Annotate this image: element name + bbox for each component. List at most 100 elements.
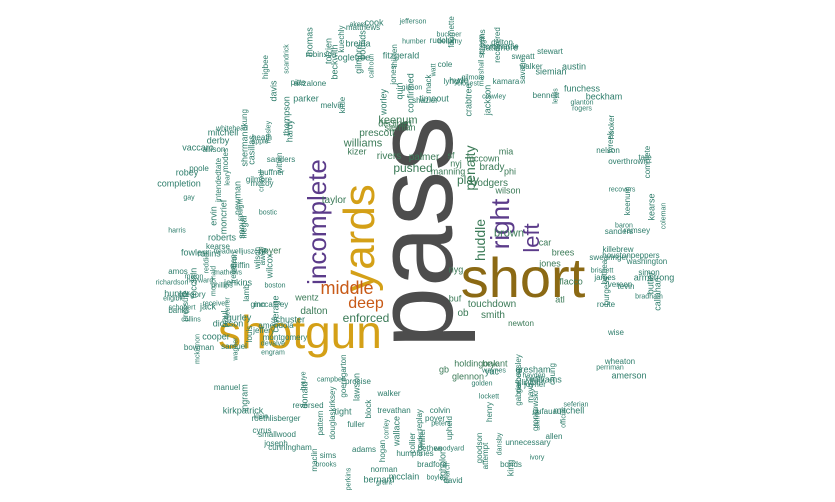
word-small: perriman bbox=[596, 364, 624, 372]
word-small: waynes bbox=[482, 367, 506, 375]
word-small: dickson bbox=[212, 318, 244, 329]
word-small: shazier bbox=[412, 96, 438, 105]
word-small: yac bbox=[484, 366, 500, 377]
word-small: norman bbox=[370, 465, 398, 474]
word-small: rudolph bbox=[429, 36, 457, 45]
word-kizer: kizer bbox=[347, 146, 367, 157]
word-sf: sf bbox=[447, 150, 455, 161]
word-small: sanders bbox=[604, 227, 634, 236]
word-incomplete: incomplete bbox=[302, 159, 332, 285]
word-small: block bbox=[364, 399, 373, 419]
word-small: bennett bbox=[532, 91, 560, 100]
word-small: mixon bbox=[184, 273, 204, 281]
word-small: stewart bbox=[537, 47, 563, 56]
word-small: cooper bbox=[202, 331, 230, 342]
word-small: humber bbox=[402, 38, 426, 46]
word-small: funchess bbox=[563, 83, 601, 94]
word-small: mack bbox=[424, 74, 433, 94]
word-small: vereen bbox=[607, 280, 633, 289]
word-small: gresham bbox=[515, 364, 551, 375]
word-small: poyer bbox=[424, 414, 446, 423]
word-small: gilmore bbox=[461, 74, 485, 82]
word-small: unnecessary bbox=[505, 438, 551, 447]
word-small: parker bbox=[293, 93, 319, 104]
word-small: walker bbox=[519, 62, 543, 71]
word-rivers: rivers bbox=[376, 151, 402, 162]
word-small: fuller bbox=[347, 420, 365, 429]
word-smith: smith bbox=[481, 310, 505, 321]
word-car: car bbox=[538, 237, 552, 248]
word-small: worley bbox=[378, 88, 389, 116]
word-small: amos bbox=[168, 267, 188, 276]
word-phi: phi bbox=[503, 166, 517, 177]
word-small: boston bbox=[264, 282, 286, 290]
word-small: lawson bbox=[351, 372, 362, 402]
word-small: jefferson bbox=[399, 18, 427, 26]
word-small: humphries bbox=[396, 449, 434, 458]
word-small: davis bbox=[268, 80, 279, 102]
word-small: smallwood bbox=[258, 430, 296, 439]
word-small: dufauau bbox=[532, 407, 562, 416]
word-small: griffin bbox=[230, 261, 250, 270]
word-small: calhoun bbox=[368, 53, 376, 79]
word-small: walker bbox=[377, 389, 401, 398]
word-small: kearse bbox=[646, 193, 657, 221]
word-brees: brees bbox=[551, 247, 575, 258]
word-small: robey bbox=[175, 167, 199, 178]
word-small: bowman bbox=[183, 343, 215, 352]
word-small: amendola bbox=[258, 321, 294, 330]
word-enforced: enforced bbox=[342, 311, 390, 325]
word-small: boyle bbox=[426, 474, 444, 482]
word-small: brooks bbox=[315, 461, 337, 469]
word-small: fitzgerald bbox=[382, 50, 420, 61]
word-small: treadwelljuszczyk bbox=[213, 248, 269, 256]
word-small: miller bbox=[418, 428, 427, 448]
word-gb: gb bbox=[438, 364, 450, 375]
word-small: golden bbox=[471, 380, 493, 388]
word-small: melvin bbox=[320, 101, 344, 110]
word-small: wheaton bbox=[604, 357, 636, 366]
word-bryant: bryant bbox=[482, 358, 508, 369]
word-shotgun: shotgun bbox=[218, 306, 382, 358]
word-small: hayden bbox=[522, 372, 546, 380]
word-small: wagner bbox=[232, 337, 240, 361]
word-small: wise bbox=[607, 328, 625, 337]
word-small: sweatt bbox=[511, 52, 535, 61]
word-small: jackson bbox=[482, 84, 493, 116]
word-small: closest bbox=[457, 80, 479, 88]
word-small: poole bbox=[189, 164, 209, 173]
word-small: matthews bbox=[345, 23, 381, 32]
word-small: mathews bbox=[213, 269, 243, 277]
word-small: apple bbox=[251, 138, 269, 146]
word-small: wilson bbox=[253, 246, 262, 270]
word-small: official bbox=[560, 408, 568, 428]
word-small: williams bbox=[530, 374, 562, 385]
word-small: david bbox=[443, 476, 463, 485]
word-small: scandrick bbox=[283, 44, 291, 74]
word-small: kirkpatrick bbox=[222, 405, 264, 416]
word-small: illegal bbox=[238, 215, 249, 239]
word-holdingoak: holdingoak bbox=[454, 358, 498, 369]
word-small: prosise bbox=[345, 377, 371, 386]
word-small: ramsey bbox=[623, 226, 651, 235]
word-siemian: siemian bbox=[384, 122, 416, 133]
word-dalton: dalton bbox=[300, 306, 328, 317]
word-small: tate bbox=[638, 153, 652, 162]
word-wentz: wentz bbox=[295, 292, 319, 303]
word-declined: declined bbox=[378, 118, 412, 129]
word-taylor: taylor bbox=[321, 195, 347, 206]
word-small: phillips bbox=[211, 282, 233, 290]
word-small: richardson bbox=[155, 279, 189, 287]
word-small: rollins bbox=[197, 248, 221, 259]
word-small: manuel bbox=[213, 383, 241, 392]
word-small: amerson bbox=[611, 370, 647, 381]
word-small: kerley bbox=[525, 376, 545, 384]
word-small: recovers bbox=[608, 186, 636, 194]
word-small: heath bbox=[251, 133, 273, 142]
word-small: robinson bbox=[305, 50, 337, 59]
word-small: seferian bbox=[563, 401, 589, 409]
word-small: allen bbox=[545, 432, 563, 441]
word-small: grant bbox=[376, 479, 392, 487]
word-small: hunter bbox=[164, 288, 190, 299]
word-small: mitchell bbox=[553, 405, 585, 416]
